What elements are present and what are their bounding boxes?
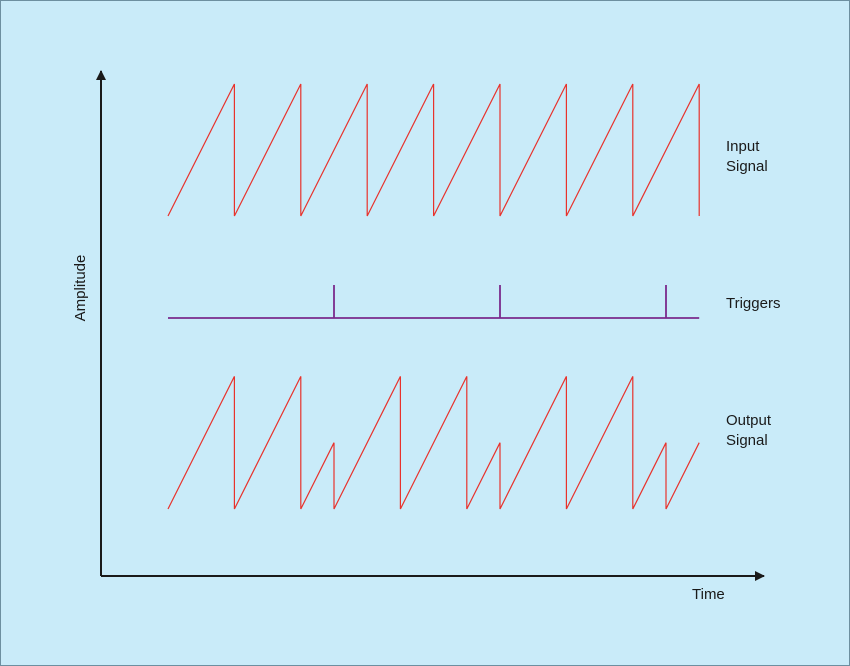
output-signal-label-line2: Signal — [726, 432, 768, 449]
output-signal-label: Output Signal — [726, 411, 771, 451]
input-signal-waveform — [168, 84, 699, 216]
input-signal-label-line2: Signal — [726, 158, 768, 175]
x-axis-label: Time — [692, 585, 725, 605]
input-signal-label: Input Signal — [726, 137, 768, 177]
output-signal-waveform — [168, 376, 699, 509]
y-axis-label: Amplitude — [71, 255, 91, 322]
triggers-label: Triggers — [726, 294, 780, 314]
input-signal-label-line1: Input — [726, 138, 759, 155]
trigger-pulses — [334, 285, 666, 318]
output-signal-label-line1: Output — [726, 412, 771, 429]
